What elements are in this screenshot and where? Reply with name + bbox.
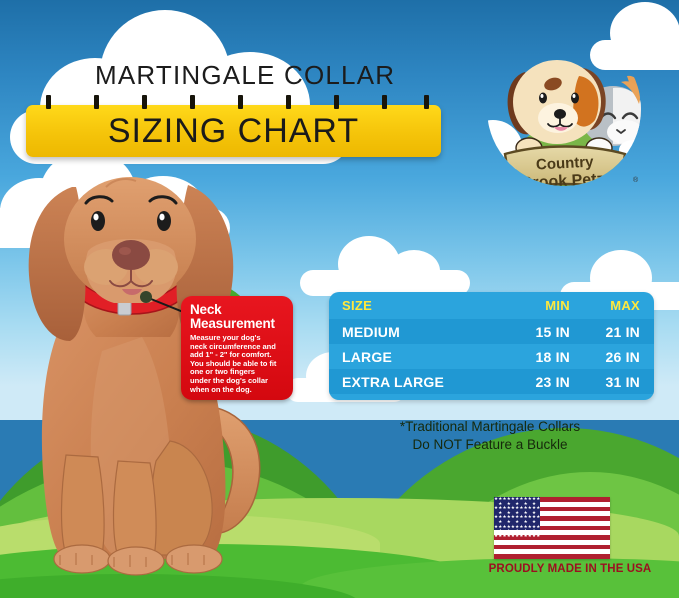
country-brook-petz-logo: Country Brook Petz ® [487,60,641,187]
cell-max: 21 IN [605,323,640,340]
made-in-usa-label: PROUDLY MADE IN THE USA [488,563,652,575]
cell-size: MEDIUM [342,323,400,340]
callout-body-line4: You should be able to fit [190,358,277,368]
cloud-top-right [590,2,679,72]
cell-min: 18 IN [535,348,570,365]
cell-max: 31 IN [605,373,640,390]
callout-heading-line2: Measurement [190,315,275,331]
column-header-size: SIZE [342,298,373,313]
callout-body-line3: add 1" - 2" for comfort. [190,350,272,360]
cloud-mid-right [300,236,470,298]
logo-line1: Country [536,153,595,173]
sizing-chart-banner: SIZING CHART [26,95,441,157]
callout-heading: Neck Measurement [190,303,285,330]
callout-heading-line1: Neck [190,302,222,317]
callout-body-line5: one or two fingers [190,367,255,377]
dog-illustration [28,177,261,576]
cell-min: 23 IN [535,373,570,390]
footnote-line1: *Traditional Martingale Collars [399,419,581,434]
registered-mark: ® [633,176,639,184]
banner-title: SIZING CHART [107,111,360,150]
callout-body-line6: under the dog's collar [190,375,268,385]
cell-max: 26 IN [605,348,640,365]
table-header-row: SIZE MIN MAX [329,292,654,319]
logo-line2: Brook Petz [521,171,605,187]
usa-flag: ★ ★ ★ ★ ★ ★ ★ ★ ★ ★ ★ ★ ★ ★ ★ ★ ★ ★ ★ ★ ★ ★ ★ ★ ★ ★ ★ ★ ★ ★ ★ ★ ★ ★ ★ ★… [494,496,610,559]
flag-canton: ★ ★ ★ ★ ★ ★ ★ ★ ★ ★ ★ ★ ★ ★ ★ ★ ★ ★ ★ ★ ★ ★ ★ ★ ★ ★ ★ ★ ★ ★ ★ ★ ★ ★ ★ ★… [494,496,541,538]
dog-figure [507,60,606,144]
sizing-table: SIZE MIN MAX MEDIUM 15 IN 21 IN LARGE 18… [329,292,654,400]
column-header-max: MAX [610,298,640,313]
table-row: LARGE 18 IN 26 IN [329,344,654,369]
cell-min: 15 IN [535,323,570,340]
callout-body-line2: neck circumference and [190,341,276,351]
page-title: MARTINGALE COLLAR [95,60,396,90]
buckle-footnote: *Traditional Martingale Collars Do NOT F… [340,418,640,454]
column-header-min: MIN [545,298,570,313]
table-row: MEDIUM 15 IN 21 IN [329,319,654,344]
callout-body-line1: Measure your dog's [190,333,261,342]
cell-size: EXTRA LARGE [342,373,445,390]
table-row: EXTRA LARGE 23 IN 31 IN [329,369,654,394]
cell-size: LARGE [342,348,392,365]
footnote-line2: Do NOT Feature a Buckle [412,437,568,452]
collar-measure-point [140,291,152,303]
neck-measurement-callout: Neck Measurement Measure your dog's neck… [181,296,293,400]
callout-body-line7: when on the dog. [190,384,252,394]
callout-body: Measure your dog's neck circumference an… [190,333,285,394]
